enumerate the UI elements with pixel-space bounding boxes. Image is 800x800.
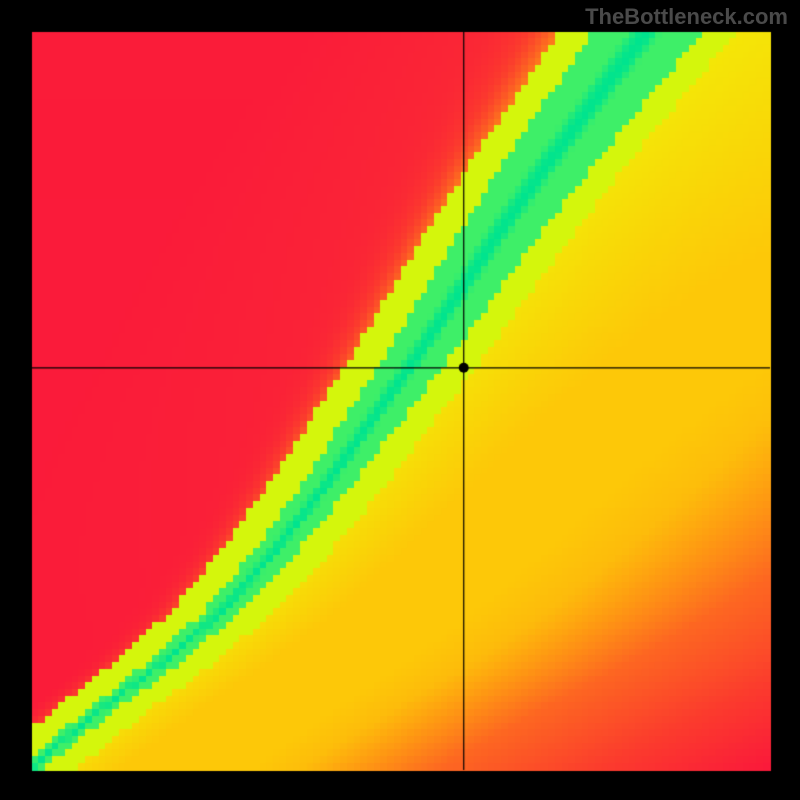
watermark-text: TheBottleneck.com xyxy=(585,4,788,30)
bottleneck-heatmap xyxy=(0,0,800,800)
chart-container: TheBottleneck.com xyxy=(0,0,800,800)
